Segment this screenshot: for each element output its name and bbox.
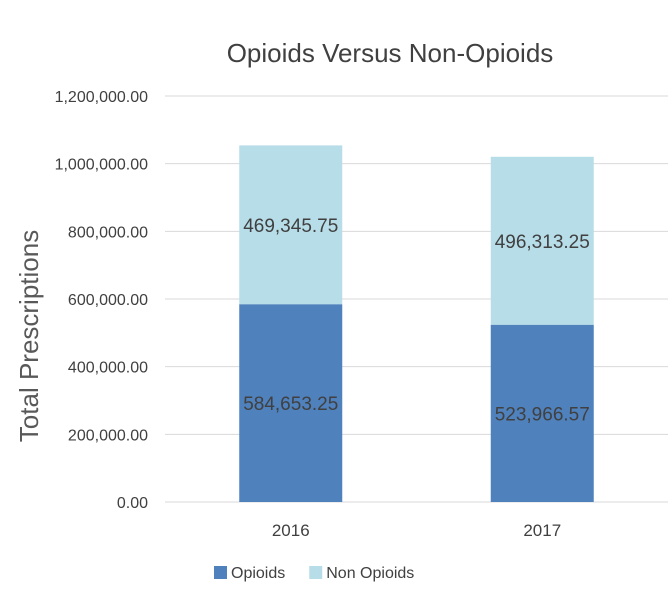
bar-non-opioids-2017 (490, 156, 594, 325)
bar-opioids-2017 (490, 324, 594, 502)
x-tick-label: 2017 (523, 521, 561, 540)
bars (239, 145, 594, 502)
y-tick-label: 800,000.00 (68, 224, 148, 241)
legend: Opioids Non Opioids (214, 565, 414, 582)
data-labels: 584,653.25 469,345.75 523,966.57 496,313.25 (243, 216, 590, 426)
legend-label: Non Opioids (326, 565, 414, 582)
data-label: 469,345.75 (243, 216, 338, 237)
y-tick-label: 400,000.00 (68, 360, 148, 377)
y-axis-ticks: 0.00 200,000.00 400,000.00 600,000.00 800,00… (55, 89, 149, 512)
y-tick-label: 600,000.00 (68, 292, 148, 309)
legend-swatch (214, 566, 227, 579)
data-label: 496,313.25 (495, 232, 590, 253)
bar-non-opioids-2016 (239, 145, 343, 305)
x-tick-label: 2016 (272, 521, 310, 540)
data-label: 584,653.25 (243, 394, 338, 415)
y-tick-label: 0.00 (117, 495, 148, 512)
y-tick-label: 1,200,000.00 (55, 89, 149, 106)
y-tick-label: 200,000.00 (68, 427, 148, 444)
chart-title: Opioids Versus Non-Opioids (227, 38, 554, 68)
y-tick-label: 1,000,000.00 (55, 157, 149, 174)
x-axis-ticks: 2016 2017 (272, 521, 561, 540)
legend-swatch (309, 566, 323, 579)
legend-label: Opioids (231, 565, 285, 582)
bar-opioids-2016 (239, 304, 343, 502)
data-label: 523,966.57 (495, 404, 590, 425)
y-axis-label: Total Prescriptions (14, 230, 44, 442)
